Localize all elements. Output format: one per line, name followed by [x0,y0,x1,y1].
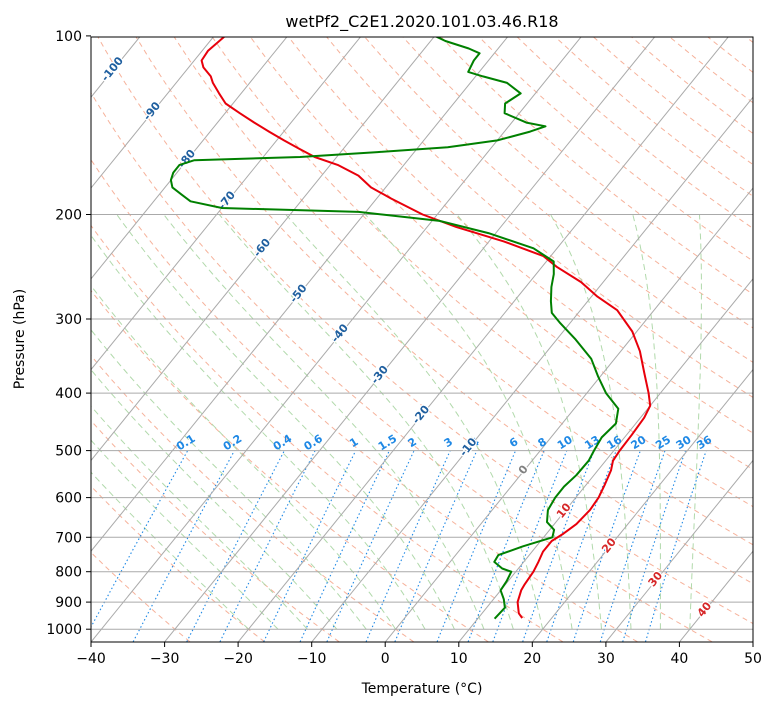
dry-adiabat-line [135,37,753,585]
isotherm-line [385,187,753,642]
x-tick-label: 40 [670,651,688,667]
mixing-ratio-line [394,450,478,642]
x-tick-label: −40 [76,651,106,667]
dry-adiabat-line [91,354,414,642]
isotherm-line [91,37,509,552]
isotherm-line [311,96,753,642]
dry-adiabat-line [91,289,489,642]
isotherm-line [532,368,753,642]
mixing-ratio-line [599,450,666,642]
mixing-ratio-line [436,450,517,642]
temperature-profile-line [200,37,652,619]
y-tick-label: 900 [55,595,82,611]
y-axis-label: Pressure (hPa) [12,289,28,389]
isotherm-line [91,37,214,189]
x-tick-label: 50 [744,651,762,667]
moist-adiabat-line [91,439,279,630]
chart-title: wetPf2_C2E1.2020.101.03.46.R18 [285,12,558,32]
x-tick-label: −10 [297,651,327,667]
y-tick-label: 600 [55,491,82,507]
mixing-ratio-line [132,450,235,642]
mixing-ratio-line [492,450,568,642]
isotherm-line [605,459,753,642]
x-tick-label: −20 [223,651,253,667]
y-tick-label: 400 [55,386,82,402]
mixing-ratio-line [467,450,545,642]
mixing-ratio-line [572,450,641,642]
isotherm-line [91,37,582,642]
y-axis-ticks: 1000 900 800 700 600 500 400 300 200 100 [46,29,91,638]
mixing-ratio-line [622,450,687,642]
mixing-ratio-line [522,450,595,642]
isobar-gridlines [91,214,753,630]
y-tick-label: 700 [55,530,82,546]
moist-adiabat-line [116,214,455,630]
x-axis-label: Temperature (°C) [361,681,483,697]
isotherm-line [91,37,288,280]
y-tick-label: 300 [55,312,82,328]
dry-adiabat-line [364,37,753,363]
x-tick-label: 20 [523,651,541,667]
y-tick-label: 1000 [46,622,82,638]
dry-adiabat-line [91,551,191,642]
moist-adiabat-line [91,471,249,630]
x-tick-label: 0 [381,651,390,667]
y-tick-label: 800 [55,565,82,581]
dry-adiabat-line [97,37,753,625]
moist-adiabat-line [163,214,485,630]
mixing-ratio-line [219,450,316,642]
mixing-ratio-line [644,450,707,642]
mixing-ratio-line [91,450,189,629]
dry-adiabat-line [173,37,753,546]
mixing-ratio-line [365,450,451,642]
isotherm-line [91,37,435,462]
sounding-profiles [169,37,652,620]
x-tick-label: −30 [150,651,180,667]
y-tick-label: 200 [55,208,82,224]
dry-adiabat-line [249,37,753,471]
y-tick-label: 100 [55,29,82,45]
dry-adiabat-line [91,485,265,642]
isotherm-line [164,37,656,642]
x-tick-label: 30 [597,651,615,667]
dry-adiabat-line [440,37,753,295]
y-tick-label: 500 [55,444,82,460]
isotherm-line [237,37,729,642]
dry-adiabat-line [91,91,713,642]
plot-frame [90,36,754,643]
x-axis-ticks: −40 −30 −20 −10 0 10 20 30 40 50 [76,642,762,667]
dewpoint-profile-line [169,37,620,620]
x-tick-label: 10 [450,651,468,667]
